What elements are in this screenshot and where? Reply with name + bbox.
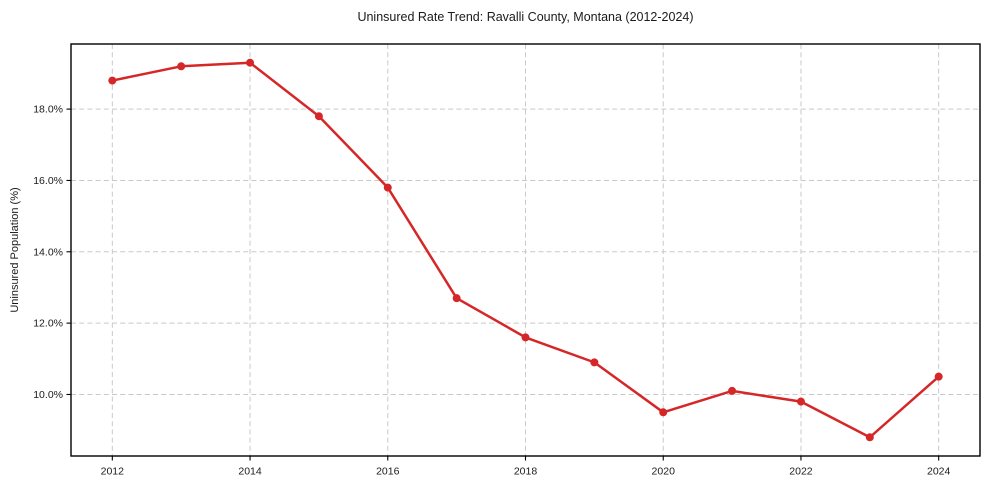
data-point [108, 76, 117, 85]
x-tick-label: 2020 [652, 466, 676, 478]
x-tick-label: 2016 [376, 466, 400, 478]
data-point [728, 386, 737, 395]
y-tick-label: 10.0% [33, 389, 63, 401]
chart-title: Uninsured Rate Trend: Ravalli County, Mo… [357, 10, 694, 24]
y-tick-label: 16.0% [33, 175, 63, 187]
x-tick-label: 2014 [238, 466, 262, 478]
x-tick-label: 2024 [927, 466, 951, 478]
y-tick-label: 14.0% [33, 246, 63, 258]
data-point [796, 397, 805, 406]
y-tick-label: 12.0% [33, 318, 63, 330]
data-point [590, 358, 599, 367]
y-tick-label: 18.0% [33, 104, 63, 116]
data-point [246, 58, 255, 67]
data-point [865, 433, 874, 442]
x-tick-label: 2018 [514, 466, 538, 478]
data-point [934, 372, 943, 381]
data-point [659, 408, 668, 417]
x-tick-label: 2022 [789, 466, 813, 478]
data-point [521, 333, 530, 342]
y-axis-label: Uninsured Population (%) [9, 187, 21, 313]
x-tick-label: 2012 [101, 466, 125, 478]
data-point [177, 62, 186, 71]
data-point [314, 112, 323, 121]
data-point [383, 183, 392, 192]
data-point [452, 294, 461, 303]
